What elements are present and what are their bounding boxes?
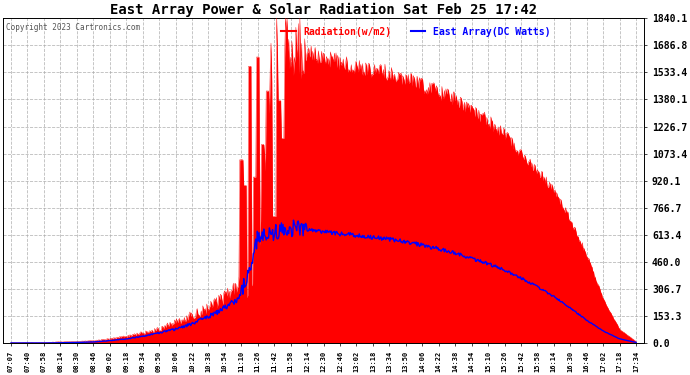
Legend: Radiation(w/m2), East Array(DC Watts): Radiation(w/m2), East Array(DC Watts) — [277, 23, 555, 41]
Title: East Array Power & Solar Radiation Sat Feb 25 17:42: East Array Power & Solar Radiation Sat F… — [110, 3, 537, 17]
Text: Copyright 2023 Cartronics.com: Copyright 2023 Cartronics.com — [6, 23, 140, 32]
